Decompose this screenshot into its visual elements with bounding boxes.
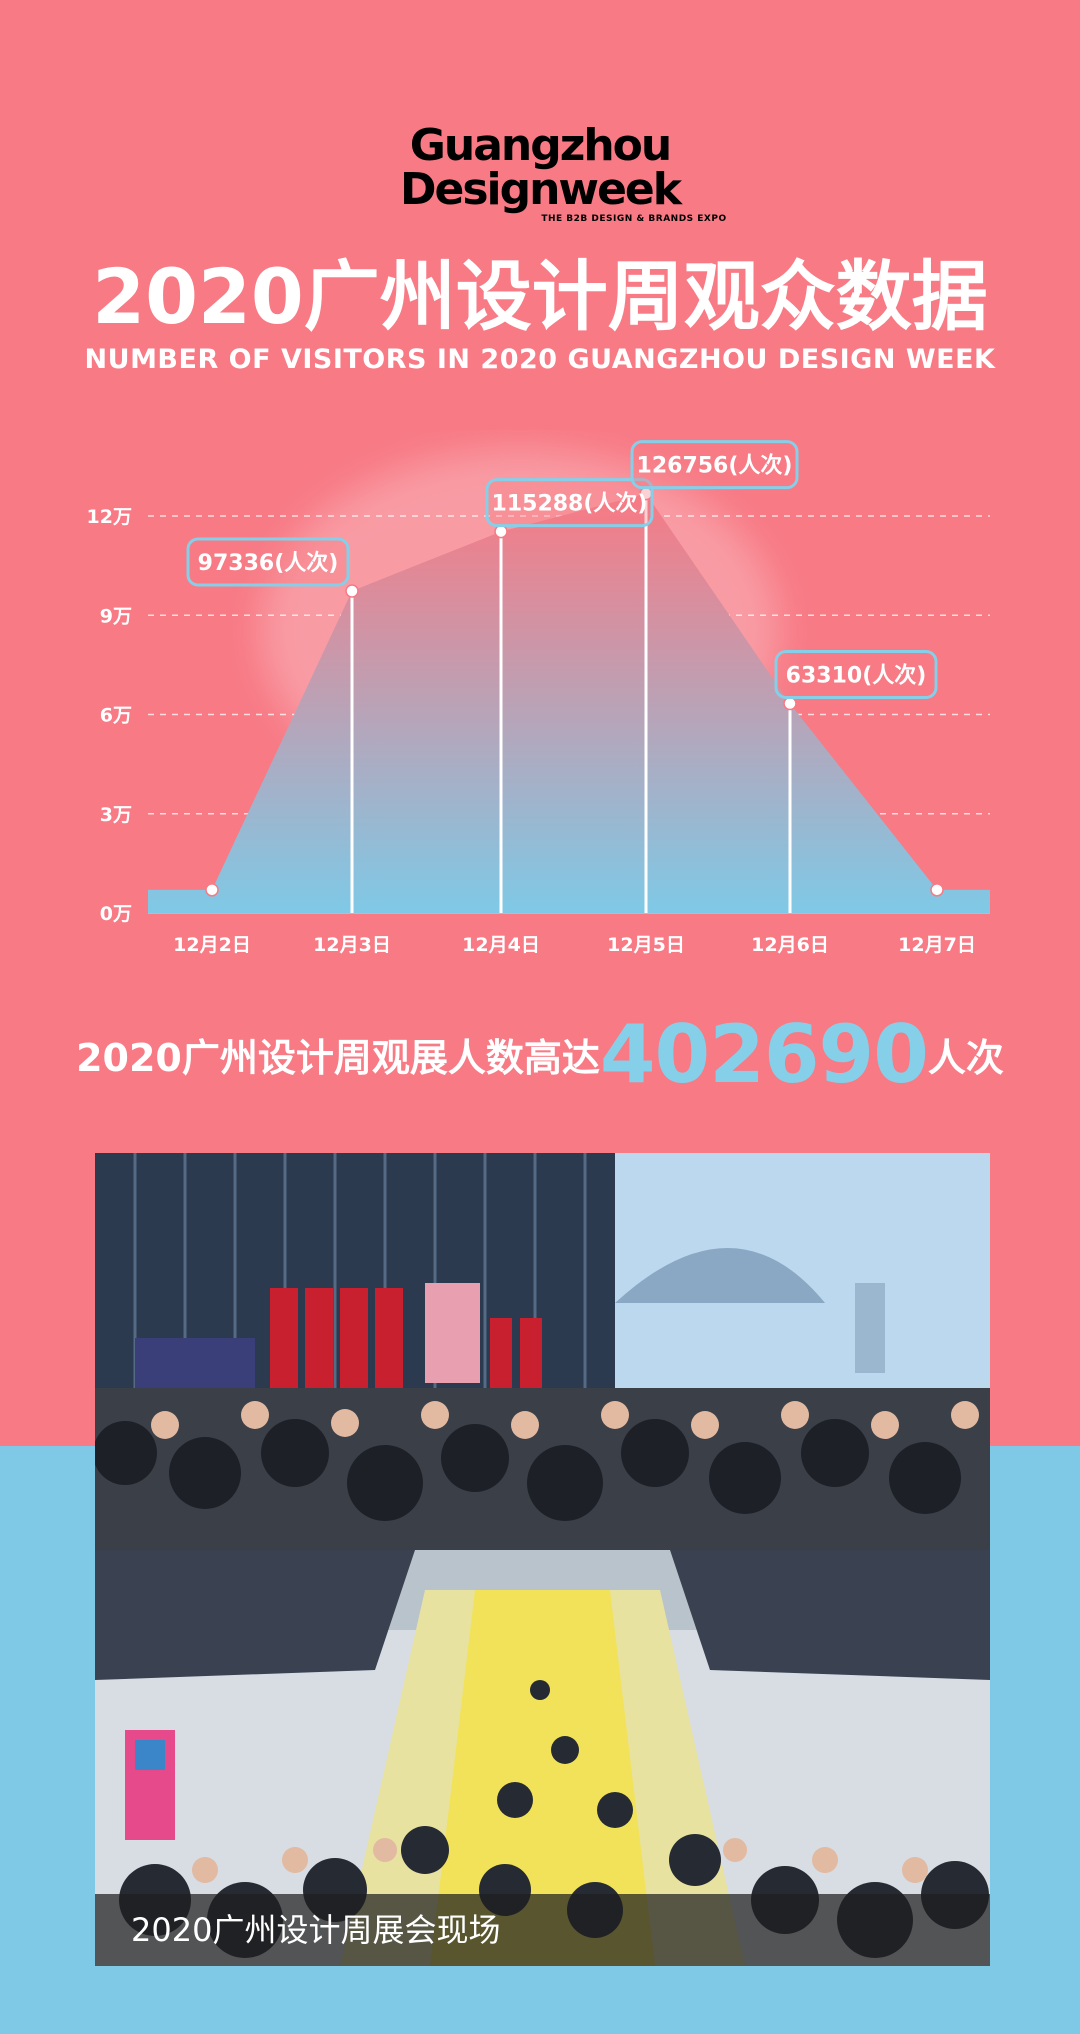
y-tick-label: 12万	[87, 506, 132, 528]
x-tick-label: 12月5日	[607, 934, 685, 956]
exhibition-hall-photo: 2020广州设计周展会现场	[95, 1550, 990, 1966]
callout-box	[774, 650, 938, 700]
x-tick-label: 12月3日	[313, 934, 391, 956]
callout-box	[630, 440, 799, 490]
total-visitors-summary: 2020广州设计周观展人数高达402690人次	[0, 1008, 1080, 1101]
exhibition-entrance-photo	[95, 1153, 990, 1550]
data-point	[930, 883, 944, 897]
summary-prefix: 2020广州设计周观展人数高达	[76, 1036, 600, 1080]
callout-label: 126756(人次)	[637, 453, 793, 479]
visitors-area-chart: 0万 3万 6万 9万 12万 12月2日 97336(人次) 12月3日 115288(人次)…	[87, 440, 990, 956]
data-point	[494, 524, 508, 539]
y-tick-label: 9万	[100, 605, 132, 627]
x-tick-label: 12月2日	[173, 934, 251, 956]
y-tick-label: 0万	[100, 903, 132, 925]
data-point	[783, 696, 797, 711]
logo-line-2: Designweek	[399, 164, 682, 215]
page-subtitle: NUMBER OF VISITORS IN 2020 GUANGZHOU DES…	[84, 344, 996, 375]
page-title: 2020广州设计周观众数据	[92, 252, 988, 341]
data-point	[205, 883, 219, 897]
y-tick-label: 3万	[100, 804, 132, 826]
logo-tagline: THE B2B DESIGN & BRANDS EXPO	[541, 214, 727, 224]
photo-caption: 2020广州设计周展会现场	[131, 1911, 501, 1949]
callout-box	[485, 478, 654, 528]
callout-label: 97336(人次)	[198, 550, 339, 576]
visitors-area	[148, 493, 990, 913]
logo-line-1: Guangzhou	[409, 120, 672, 171]
callout-label: 115288(人次)	[492, 491, 648, 517]
y-tick-label: 6万	[100, 705, 132, 727]
data-point	[345, 584, 359, 598]
x-tick-label: 12月6日	[751, 934, 829, 956]
x-tick-label: 12月7日	[898, 934, 976, 956]
total-visitors-number: 402690	[599, 1008, 929, 1101]
x-tick-label: 12月4日	[462, 934, 540, 956]
photo-caption-bar: 2020广州设计周展会现场	[95, 1894, 990, 1966]
callout-label: 63310(人次)	[786, 663, 927, 689]
guangzhou-designweek-logo: Guangzhou Designweek THE B2B DESIGN & BR…	[0, 120, 1080, 225]
callout-box	[186, 537, 350, 587]
summary-suffix: 人次	[927, 1036, 1004, 1080]
